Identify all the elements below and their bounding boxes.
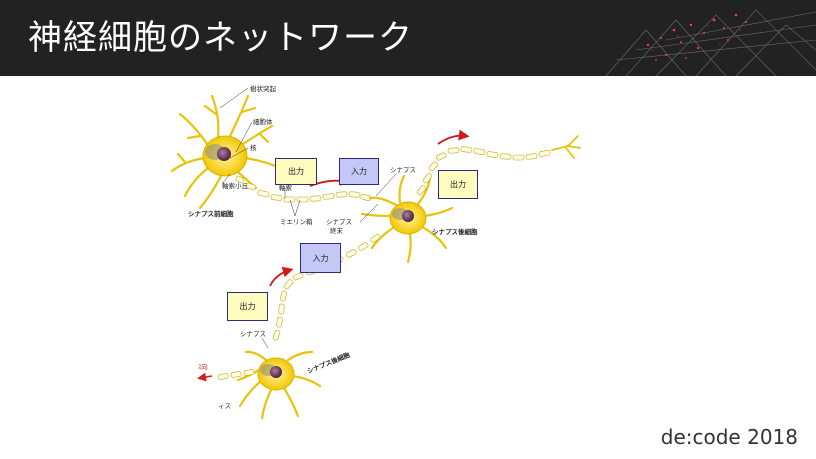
neuron-illustration [170,87,581,420]
output-box-2: 出力 [438,170,478,199]
label-nucleus: 核 [250,144,257,152]
title-bar: 神経細胞のネットワーク [0,0,816,76]
output-box-3: 出力 [227,292,268,321]
label-postsynaptic-cell-1: シナプス後細胞 [432,228,478,236]
label-axon-hillock: 軸索小丘 [222,182,248,190]
label-synapse-2: シナプス [240,330,266,338]
label-axon: 軸索 [279,184,292,192]
label-partial-direction: ｽ向 [198,363,208,371]
label-synapse-1: シナプス [390,166,416,174]
label-cell-body: 細胞体 [253,118,273,126]
label-myelin: ミエリン鞘 [280,218,313,226]
footer-event-name: de:code 2018 [660,425,798,449]
input-box-1: 入力 [339,158,379,185]
label-dendrite: 樹状突起 [250,85,276,93]
label-synaptic-terminal: シナプス [326,218,352,226]
neuron-network-diagram: 樹状突起 細胞体 核 軸索小丘 軸索 ミエリン鞘 シナプス前細胞 シナプス シナ… [0,76,816,459]
label-terminal: 終末 [330,227,343,235]
city-skyline-image [605,9,816,76]
label-presynaptic-cell: シナプス前細胞 [188,210,234,218]
label-partial-synapse: ィス [218,402,231,410]
input-box-2: 入力 [300,243,341,273]
slide-title: 神経細胞のネットワーク [28,18,413,58]
output-box-1: 出力 [275,158,317,185]
